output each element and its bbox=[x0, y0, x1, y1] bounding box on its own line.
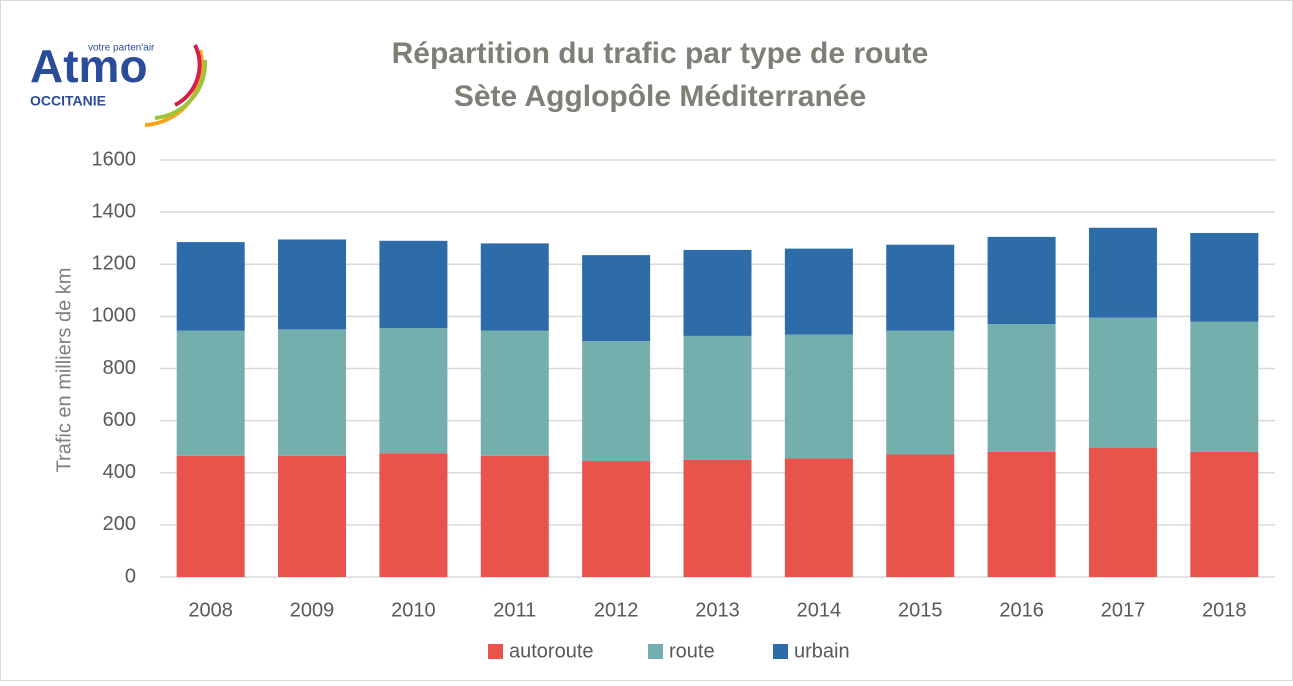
bar-segment bbox=[480, 455, 549, 577]
bar-segment bbox=[582, 461, 651, 577]
chart-title: Répartition du trafic par type de route bbox=[392, 37, 929, 70]
x-tick-label: 2011 bbox=[493, 599, 536, 621]
bar-segment bbox=[278, 239, 347, 330]
x-tick-label: 2009 bbox=[290, 599, 335, 621]
bar-segment bbox=[1190, 232, 1259, 322]
legend-label: route bbox=[669, 640, 715, 662]
bar-segment bbox=[987, 451, 1056, 577]
legend-swatch bbox=[773, 644, 788, 659]
legend-swatch bbox=[488, 644, 503, 659]
bar-segment bbox=[784, 334, 853, 459]
y-tick-label: 1200 bbox=[92, 253, 137, 275]
bar-segment bbox=[480, 330, 549, 456]
bar-segment bbox=[987, 324, 1056, 452]
y-tick-label: 0 bbox=[125, 565, 136, 587]
y-tick-label: 600 bbox=[103, 409, 136, 431]
bar-segment bbox=[683, 249, 752, 336]
x-tick-label: 2010 bbox=[391, 599, 436, 621]
x-tick-label: 2014 bbox=[797, 599, 842, 621]
x-tick-label: 2017 bbox=[1101, 599, 1146, 621]
bar-segment bbox=[480, 243, 549, 331]
bar-segment bbox=[379, 240, 448, 329]
bar-segment bbox=[784, 458, 853, 577]
y-axis-label: Trafic en milliers de km bbox=[53, 268, 75, 473]
x-tick-label: 2016 bbox=[999, 599, 1044, 621]
bar-segment bbox=[1190, 321, 1259, 452]
chart-subtitle: Sète Agglopôle Méditerranée bbox=[454, 80, 866, 113]
bar-segment bbox=[683, 335, 752, 460]
bar-segment bbox=[1088, 317, 1157, 448]
bar-segment bbox=[278, 329, 347, 456]
logo-arc bbox=[174, 44, 202, 107]
logo: Atmo votre parten'air OCCITANIE bbox=[30, 40, 208, 127]
bar-segment bbox=[176, 455, 245, 577]
bar-segment bbox=[886, 454, 955, 577]
y-tick-label: 400 bbox=[103, 461, 136, 483]
legend-label: autoroute bbox=[509, 640, 594, 662]
bar-segment bbox=[176, 330, 245, 456]
bar-segment bbox=[886, 244, 955, 331]
logo-name: Atmo bbox=[30, 40, 148, 92]
bar-segment bbox=[1088, 227, 1157, 318]
legend-label: urbain bbox=[794, 640, 850, 662]
x-tick-label: 2013 bbox=[695, 599, 740, 621]
x-tick-label: 2008 bbox=[188, 599, 233, 621]
x-tick-label: 2015 bbox=[898, 599, 943, 621]
y-tick-label: 1600 bbox=[92, 148, 137, 170]
bar-segment bbox=[379, 328, 448, 454]
bar-segment bbox=[582, 341, 651, 462]
y-tick-label: 200 bbox=[103, 513, 136, 535]
logo-tagline: votre parten'air bbox=[88, 43, 155, 54]
bar-segment bbox=[582, 255, 651, 342]
bar-segment bbox=[278, 455, 347, 577]
x-tick-label: 2012 bbox=[594, 599, 639, 621]
x-tick-label: 2018 bbox=[1202, 599, 1247, 621]
bar-segment bbox=[784, 248, 853, 335]
legend-swatch bbox=[648, 644, 663, 659]
bar-segment bbox=[176, 242, 245, 331]
y-tick-label: 800 bbox=[103, 357, 136, 379]
bar-segment bbox=[683, 459, 752, 577]
bar-segment bbox=[987, 236, 1056, 325]
bar-segment bbox=[1190, 451, 1259, 577]
bar-segment bbox=[1088, 447, 1157, 577]
logo-arc bbox=[154, 59, 208, 120]
logo-region: OCCITANIE bbox=[30, 93, 106, 109]
y-tick-label: 1000 bbox=[92, 305, 137, 327]
bar-segment bbox=[379, 453, 448, 577]
bar-segment bbox=[886, 330, 955, 455]
y-tick-label: 1400 bbox=[92, 200, 137, 222]
